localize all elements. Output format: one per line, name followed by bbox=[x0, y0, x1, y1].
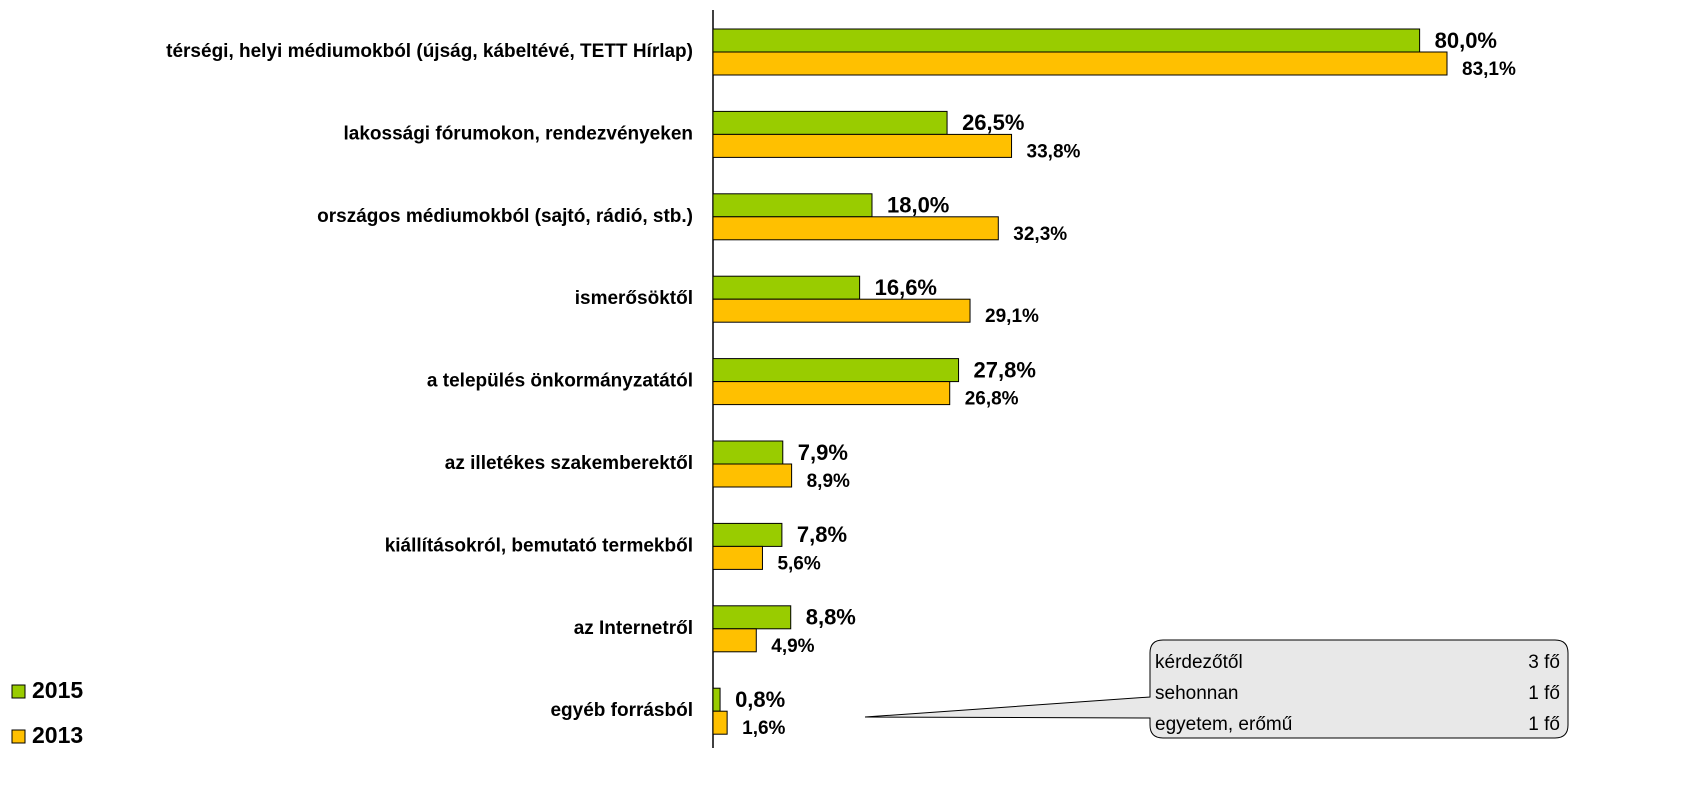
category-label: a település önkormányzatától bbox=[427, 371, 693, 392]
bar bbox=[712, 605, 792, 630]
note-count: 1 fő bbox=[1528, 683, 1560, 704]
bar bbox=[712, 216, 999, 241]
value-label: 83,1% bbox=[1462, 59, 1516, 80]
legend-swatch bbox=[11, 729, 26, 744]
legend-label: 2015 bbox=[32, 677, 83, 703]
value-label: 7,8% bbox=[797, 522, 847, 547]
category-label: az illetékes szakemberektől bbox=[445, 453, 693, 474]
bar bbox=[712, 440, 784, 465]
value-label: 80,0% bbox=[1435, 28, 1497, 53]
bar bbox=[712, 28, 1421, 53]
value-label: 16,6% bbox=[875, 275, 937, 300]
bar bbox=[712, 133, 1013, 158]
bar bbox=[712, 110, 948, 135]
value-label: 0,8% bbox=[735, 687, 785, 712]
note-count: 1 fő bbox=[1528, 714, 1560, 735]
bar bbox=[712, 545, 763, 570]
value-label: 18,0% bbox=[887, 193, 949, 218]
value-label: 29,1% bbox=[985, 306, 1039, 327]
value-label: 26,8% bbox=[965, 389, 1019, 410]
category-label: országos médiumokból (sajtó, rádió, stb.… bbox=[317, 206, 693, 227]
note-text: egyetem, erőmű bbox=[1155, 714, 1292, 735]
bar bbox=[712, 298, 971, 323]
category-label: egyéb forrásból bbox=[550, 700, 693, 721]
note-text: kérdezőtől bbox=[1155, 652, 1243, 673]
value-label: 1,6% bbox=[742, 718, 785, 739]
category-label: az Internetről bbox=[574, 618, 693, 639]
value-label: 5,6% bbox=[777, 553, 820, 574]
bar bbox=[712, 275, 861, 300]
bar bbox=[712, 628, 757, 653]
value-label: 8,8% bbox=[806, 605, 856, 630]
bar bbox=[712, 193, 873, 218]
bar bbox=[712, 522, 783, 547]
value-label: 26,5% bbox=[962, 110, 1024, 135]
bar bbox=[712, 381, 951, 406]
note-count: 3 fő bbox=[1528, 652, 1560, 673]
category-label: térségi, helyi médiumokból (újság, kábel… bbox=[166, 41, 693, 62]
category-label: kiállításokról, bemutató termekből bbox=[385, 535, 693, 556]
note-text: sehonnan bbox=[1155, 683, 1238, 704]
legend-swatch bbox=[11, 684, 26, 699]
category-label: ismerősöktől bbox=[575, 288, 693, 309]
bar bbox=[712, 51, 1448, 76]
category-label: lakossági fórumokon, rendezvényeken bbox=[343, 123, 693, 144]
value-label: 33,8% bbox=[1027, 141, 1081, 162]
value-label: 27,8% bbox=[974, 357, 1036, 382]
bar bbox=[712, 710, 728, 735]
value-label: 7,9% bbox=[798, 440, 848, 465]
callout bbox=[864, 639, 1569, 739]
bar bbox=[712, 358, 960, 383]
legend-label: 2013 bbox=[32, 722, 83, 748]
bar bbox=[712, 463, 793, 488]
value-label: 8,9% bbox=[807, 471, 850, 492]
value-label: 4,9% bbox=[771, 636, 814, 657]
bar bbox=[712, 687, 721, 712]
value-label: 32,3% bbox=[1013, 224, 1067, 245]
